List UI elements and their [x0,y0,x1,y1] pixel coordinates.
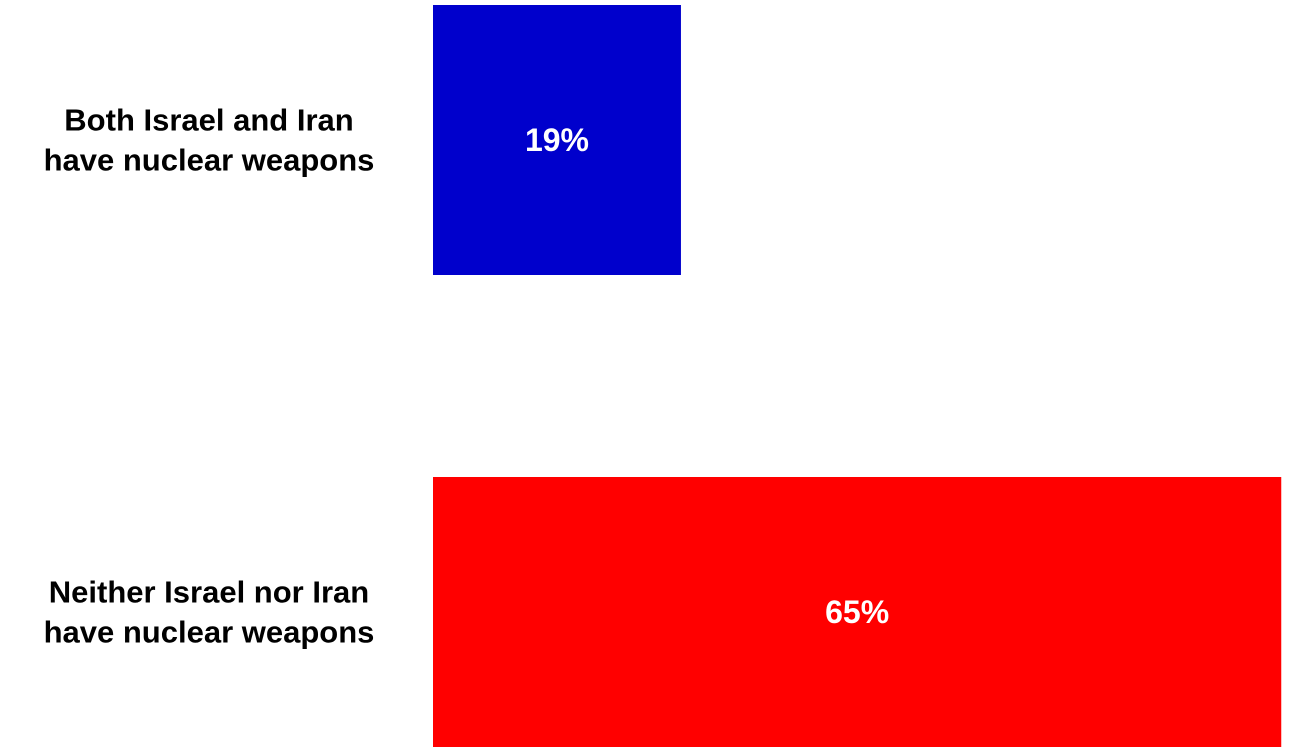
category-label-line: Both Israel and Iran [64,103,353,138]
bar-1 [433,5,681,275]
category-label-2: Neither Israel nor Iran have nuclear weap… [44,575,375,650]
category-label-1: Both Israel and Iran have nuclear weapons [44,103,375,178]
category-label-line: have nuclear weapons [44,615,375,650]
data-label-2: 65% [825,594,889,630]
data-label-1: 19% [525,122,589,158]
category-label-line: Neither Israel nor Iran [49,575,369,610]
category-label-line: have nuclear weapons [44,143,375,178]
bar-2 [433,477,1282,747]
